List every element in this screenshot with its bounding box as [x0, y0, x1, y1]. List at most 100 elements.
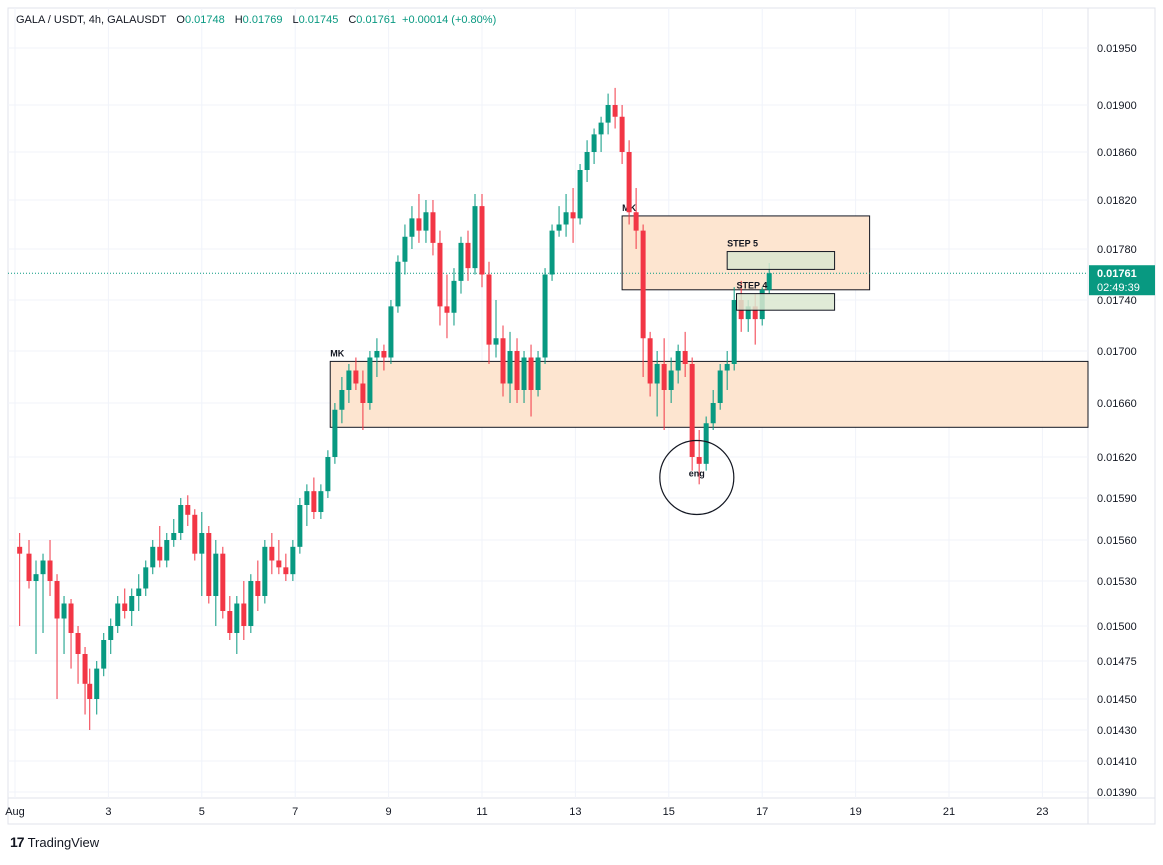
- candle-body: [206, 533, 212, 596]
- candle-body: [47, 560, 53, 581]
- candle-body: [241, 603, 247, 626]
- close-label: C: [348, 14, 357, 26]
- price-badge-value: 0.01761: [1097, 268, 1137, 280]
- x-tick-label: 19: [849, 806, 861, 818]
- x-tick-label: 11: [476, 806, 487, 818]
- candle-body: [528, 357, 534, 390]
- low-value: 0.01745: [298, 14, 339, 26]
- candle-body: [430, 212, 436, 243]
- y-tick-label: 0.01820: [1097, 195, 1137, 207]
- candle-body: [542, 274, 548, 358]
- candle-body: [332, 409, 338, 457]
- y-tick-label: 0.01780: [1097, 244, 1137, 256]
- step-box[interactable]: [736, 293, 836, 311]
- candle-body: [136, 588, 142, 596]
- candle-body: [157, 546, 163, 561]
- candle-body: [479, 206, 485, 275]
- candle-body: [40, 560, 46, 575]
- candle-body: [227, 611, 233, 633]
- candle-body: [115, 603, 121, 626]
- candle-body: [444, 306, 450, 313]
- candle-body: [654, 364, 660, 384]
- x-tick-label: 21: [943, 806, 955, 818]
- candle-body: [283, 567, 289, 575]
- candle-body: [318, 491, 324, 512]
- x-tick-label: 17: [756, 806, 768, 818]
- candle-body: [745, 306, 751, 320]
- symbol-title[interactable]: GALA / USDT, 4h, GALAUSDT: [16, 14, 167, 26]
- y-tick-label: 0.01620: [1097, 452, 1137, 464]
- candle-body: [486, 274, 492, 345]
- candle-body: [248, 581, 254, 626]
- candle-body: [577, 170, 583, 219]
- candle-body: [101, 640, 107, 669]
- candle-body: [724, 364, 730, 371]
- candle-body: [563, 212, 569, 225]
- candle-body: [591, 134, 597, 152]
- change-value: +0.00014 (+0.80%): [402, 14, 497, 26]
- x-tick-label: 5: [199, 806, 205, 818]
- candle-body: [82, 654, 88, 684]
- candle-body: [94, 668, 100, 699]
- candle-body: [535, 357, 541, 390]
- candle-body: [54, 581, 60, 619]
- x-tick-label: 15: [663, 806, 675, 818]
- x-tick-label: 7: [292, 806, 298, 818]
- candle-body: [290, 546, 296, 575]
- candle-body: [388, 306, 394, 358]
- candle-body: [619, 116, 625, 152]
- x-tick-label: 9: [386, 806, 392, 818]
- candle-body: [626, 152, 632, 213]
- y-tick-label: 0.01430: [1097, 725, 1137, 737]
- candle-body: [675, 351, 681, 371]
- candle-body: [521, 357, 527, 390]
- high-value: 0.01769: [242, 14, 283, 26]
- candle-body: [185, 505, 191, 515]
- mk-zone-box[interactable]: [329, 360, 1089, 428]
- candle-body: [297, 505, 303, 547]
- price-badge: [1089, 265, 1155, 296]
- candle-body: [87, 683, 93, 699]
- candle-body: [75, 633, 81, 654]
- candle-body: [570, 212, 576, 219]
- candle-body: [311, 491, 317, 512]
- candle-body: [68, 603, 74, 633]
- candle-body: [493, 338, 499, 345]
- candle-body: [717, 370, 723, 403]
- candle-body: [367, 357, 373, 403]
- y-tick-label: 0.01410: [1097, 756, 1137, 768]
- candle-body: [17, 546, 23, 554]
- y-tick-label: 0.01740: [1097, 295, 1137, 307]
- symbol-header: GALA / USDT, 4h, GALAUSDT O 0.01748 H 0.01…: [16, 14, 496, 26]
- chart-frame: [7, 7, 1156, 825]
- open-label: O: [176, 14, 185, 26]
- candle-body: [122, 603, 128, 611]
- x-tick-label: 23: [1036, 806, 1048, 818]
- candle-body: [220, 553, 226, 611]
- candle-body: [682, 351, 688, 364]
- tradingview-brand[interactable]: 17 TradingView: [10, 834, 99, 850]
- candle-body: [164, 540, 170, 561]
- candle-body: [61, 603, 67, 619]
- candle-body: [26, 553, 32, 581]
- y-tick-label: 0.01860: [1097, 147, 1137, 159]
- candle-body: [339, 390, 345, 410]
- candle-body: [647, 338, 653, 384]
- candle-body: [262, 546, 268, 596]
- candle-body: [269, 546, 275, 561]
- x-tick-label: Aug: [5, 806, 25, 818]
- y-tick-label: 0.01590: [1097, 493, 1137, 505]
- candle-body: [409, 218, 415, 237]
- candle-body: [451, 280, 457, 313]
- candle-body: [423, 212, 429, 231]
- eng-annotation-circle[interactable]: [659, 439, 735, 516]
- candle-body: [255, 581, 261, 596]
- candle-body: [325, 457, 331, 492]
- tradingview-logo-icon: 17: [10, 834, 25, 850]
- step-box[interactable]: [726, 251, 836, 270]
- candle-body: [507, 351, 513, 384]
- candle-body: [556, 224, 562, 231]
- candle-body: [199, 533, 205, 554]
